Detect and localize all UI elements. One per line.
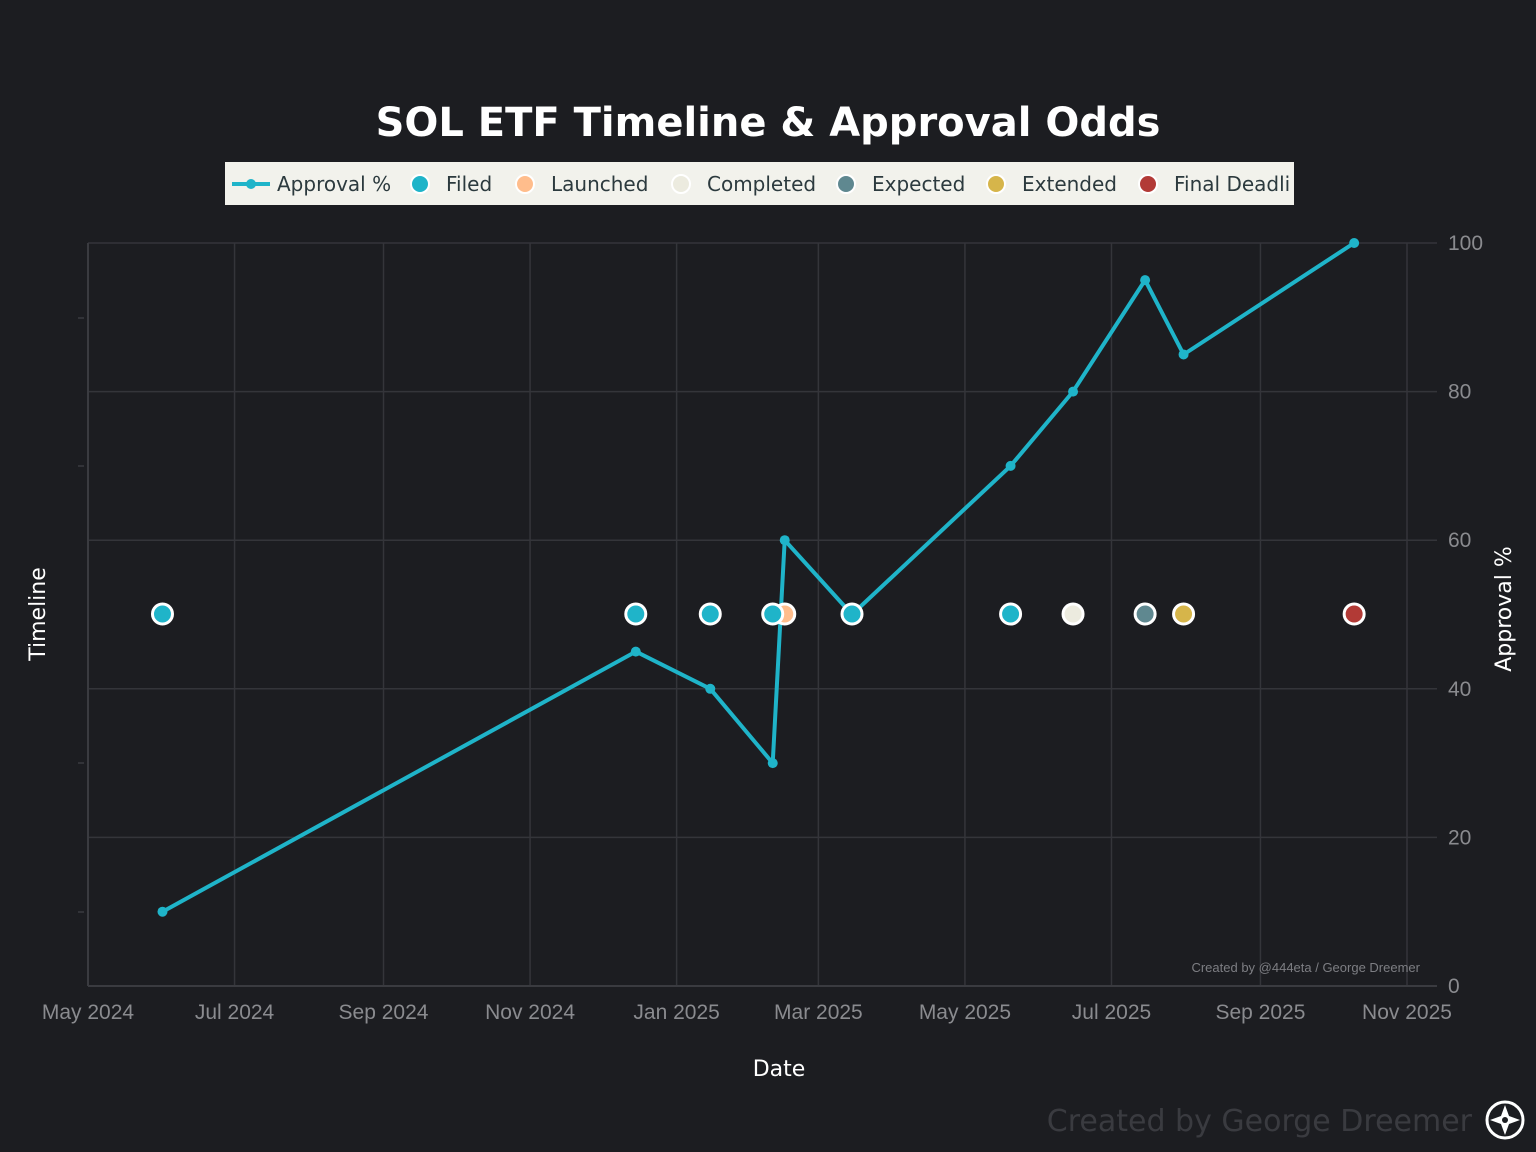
- legend-label: Final Deadli: [1174, 172, 1290, 196]
- approval-point: [157, 906, 168, 917]
- y-tick-label: 80: [1448, 381, 1471, 404]
- event-markers: [150, 602, 1366, 626]
- event-marker-completed: [1061, 602, 1085, 626]
- legend-label: Filed: [446, 172, 492, 196]
- x-tick-label: May 2024: [42, 1001, 135, 1024]
- y-tick-label: 40: [1448, 678, 1471, 701]
- legend-line-marker: [246, 179, 256, 189]
- event-marker-filed: [840, 602, 864, 626]
- approval-point: [1140, 275, 1151, 286]
- y-tick-label: 20: [1448, 826, 1471, 849]
- legend-box: [225, 162, 1294, 205]
- approval-series: [157, 238, 1360, 917]
- approval-point: [1178, 349, 1189, 360]
- x-tick-label: Jul 2024: [195, 1001, 275, 1024]
- x-tick-label: Sep 2025: [1215, 1001, 1305, 1024]
- approval-point: [779, 535, 790, 546]
- x-tick-label: May 2025: [919, 1001, 1011, 1024]
- legend-swatch: [1138, 174, 1158, 194]
- legend-label: Expected: [872, 172, 965, 196]
- legend-swatch: [836, 174, 856, 194]
- x-tick-label: Jul 2025: [1072, 1001, 1151, 1024]
- event-marker-filed: [761, 602, 785, 626]
- legend-swatch: [410, 174, 430, 194]
- legend-label: Launched: [551, 172, 648, 196]
- x-tick-label: Jan 2025: [633, 1001, 719, 1024]
- y-axis-left-title: Timeline: [26, 567, 51, 662]
- legend-swatch: [986, 174, 1006, 194]
- approval-point: [1005, 460, 1016, 471]
- event-marker-expected: [1133, 602, 1157, 626]
- approval-point: [767, 758, 778, 769]
- approval-point: [1068, 386, 1079, 397]
- approval-point: [1349, 238, 1360, 248]
- y-axis-right-title: Approval %: [1492, 546, 1517, 672]
- x-tick-label: Nov 2024: [485, 1001, 575, 1024]
- y-tick-label: 100: [1448, 232, 1483, 255]
- event-marker-filed: [999, 602, 1023, 626]
- legend-label: Completed: [707, 172, 816, 196]
- legend: Approval % Filed Launched Completed Expected…: [225, 162, 1294, 205]
- approval-line: [161, 241, 1356, 914]
- event-marker-filed: [624, 602, 648, 626]
- y-tick-label: 60: [1448, 529, 1471, 552]
- event-marker-filed: [698, 602, 722, 626]
- x-axis-title: Date: [753, 1057, 806, 1082]
- compass-star-icon: [1485, 1100, 1525, 1140]
- legend-swatch: [515, 174, 535, 194]
- chart-title: SOL ETF Timeline & Approval Odds: [376, 100, 1161, 146]
- legend-label: Approval %: [277, 172, 391, 196]
- x-tick-label: Nov 2025: [1362, 1001, 1452, 1024]
- approval-point: [705, 683, 716, 694]
- event-marker-final-deadli: [1342, 602, 1366, 626]
- x-tick-label: Mar 2025: [774, 1001, 863, 1024]
- x-tick-label: Sep 2024: [339, 1001, 429, 1024]
- event-marker-extended: [1172, 602, 1196, 626]
- legend-label: Extended: [1022, 172, 1117, 196]
- event-marker-filed: [150, 602, 174, 626]
- legend-swatch: [671, 174, 691, 194]
- y-tick-label: 0: [1448, 975, 1460, 998]
- approval-point: [630, 646, 641, 657]
- axes: May 2024 Jul 2024 Sep 2024 Nov 2024 Jan 2025…: [42, 232, 1483, 1024]
- watermark-text: Created by George Dreemer: [1047, 1104, 1473, 1139]
- chart-annotation: Created by @444eta / George Dreemer: [1191, 960, 1420, 975]
